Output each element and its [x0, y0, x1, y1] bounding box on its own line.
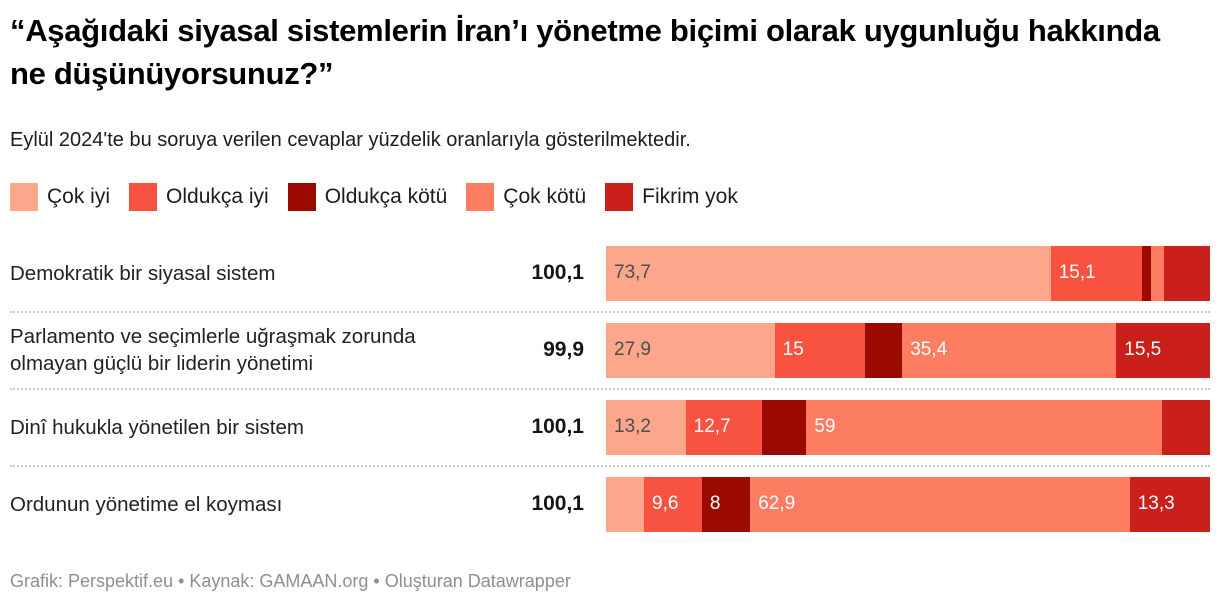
bar-chart-rows: Demokratik bir siyasal sistem 100,1 73,7 15… [10, 236, 1210, 542]
legend-item: Oldukça kötü [287, 182, 448, 211]
legend-swatch-icon [287, 182, 316, 211]
legend-item-label: Fikrim yok [642, 184, 738, 208]
stacked-bar: 13,2 12,7 59 [606, 399, 1210, 455]
bar-segment-value: 73,7 [614, 262, 651, 284]
row-label: Demokratik bir siyasal sistem [10, 261, 276, 285]
row-label: Parlamento ve seçimlerle uğraşmak zorund… [10, 324, 416, 376]
table-row: Ordunun yönetime el koyması 100,1 9,6 8 62,9… [10, 464, 1210, 542]
legend-item-label: Oldukça iyi [166, 184, 269, 208]
stacked-bar: 27,9 15 35,4 15,5 [606, 322, 1210, 378]
bar-segment: 15 [774, 322, 866, 378]
row-total: 100,1 [531, 492, 584, 516]
bar-segment [1163, 245, 1210, 301]
table-row: Demokratik bir siyasal sistem 100,1 73,7 15… [10, 236, 1210, 311]
bar-segment: 62,9 [750, 476, 1130, 532]
bar-segment [865, 322, 903, 378]
legend-item: Çok iyi [10, 182, 111, 211]
legend-item: Oldukça iyi [129, 182, 269, 211]
bar-segment [1150, 245, 1164, 301]
row-total: 99,9 [543, 338, 584, 362]
stacked-bar: 73,7 15,1 [606, 245, 1210, 301]
bar-segment: 27,9 [606, 322, 775, 378]
bar-segment: 15,5 [1116, 322, 1210, 378]
bar-segment-value: 27,9 [614, 339, 651, 361]
legend-item: Fikrim yok [605, 182, 738, 211]
bar-segment: 15,1 [1050, 245, 1142, 301]
legend: Çok iyi Oldukça iyi Oldukça kötü Çok kötü Fi… [10, 182, 1210, 211]
bar-segment: 35,4 [902, 322, 1117, 378]
legend-item: Çok kötü [466, 182, 587, 211]
row-total: 100,1 [531, 415, 584, 439]
bar-segment: 13,3 [1129, 476, 1210, 532]
chart-footer: Grafik: Perspektif.eu • Kaynak: GAMAAN.o… [10, 570, 571, 591]
bar-segment: 8 [701, 476, 751, 532]
bar-segment-value: 9,6 [652, 493, 679, 515]
legend-item-label: Çok kötü [503, 184, 587, 208]
legend-swatch-icon [10, 182, 38, 211]
bar-segment: 59 [806, 399, 1163, 455]
bar-segment: 13,2 [606, 399, 686, 455]
legend-item-label: Çok iyi [47, 184, 111, 208]
bar-segment: 73,7 [606, 245, 1051, 301]
bar-segment-value: 15,5 [1124, 339, 1162, 361]
bar-segment: 9,6 [644, 476, 702, 532]
bar-segment [762, 399, 807, 455]
bar-segment [1141, 245, 1151, 301]
legend-swatch-icon [466, 182, 495, 211]
row-label: Dinî hukukla yönetilen bir sistem [10, 415, 304, 439]
bar-segment-value: 8 [709, 493, 721, 515]
table-row: Parlamento ve seçimlerle uğraşmak zorund… [10, 310, 1210, 388]
bar-segment-value: 12,7 [693, 416, 731, 438]
legend-item-label: Oldukça kötü [324, 184, 448, 208]
legend-swatch-icon [605, 182, 634, 211]
bar-segment-value: 15,1 [1058, 262, 1096, 284]
table-row: Dinî hukukla yönetilen bir sistem 100,1 13… [10, 387, 1210, 465]
bar-segment [606, 476, 644, 532]
legend-swatch-icon [129, 182, 158, 211]
bar-segment-value: 62,9 [758, 493, 796, 515]
bar-segment-value: 13,3 [1137, 493, 1175, 515]
bar-segment-value: 13,2 [614, 416, 651, 438]
row-total: 100,1 [531, 261, 584, 285]
stacked-bar: 9,6 8 62,9 13,3 [606, 476, 1210, 532]
bar-segment [1162, 399, 1210, 455]
chart-subtitle: Eylül 2024'te bu soruya verilen cevaplar… [10, 128, 691, 151]
chart-title: “Aşağıdaki siyasal sistemlerin İran’ı yö… [10, 13, 1160, 91]
row-label: Ordunun yönetime el koyması [10, 492, 283, 516]
bar-segment: 12,7 [685, 399, 763, 455]
bar-segment-value: 15 [782, 339, 804, 361]
bar-segment-value: 35,4 [910, 339, 948, 361]
bar-segment-value: 59 [814, 416, 836, 438]
